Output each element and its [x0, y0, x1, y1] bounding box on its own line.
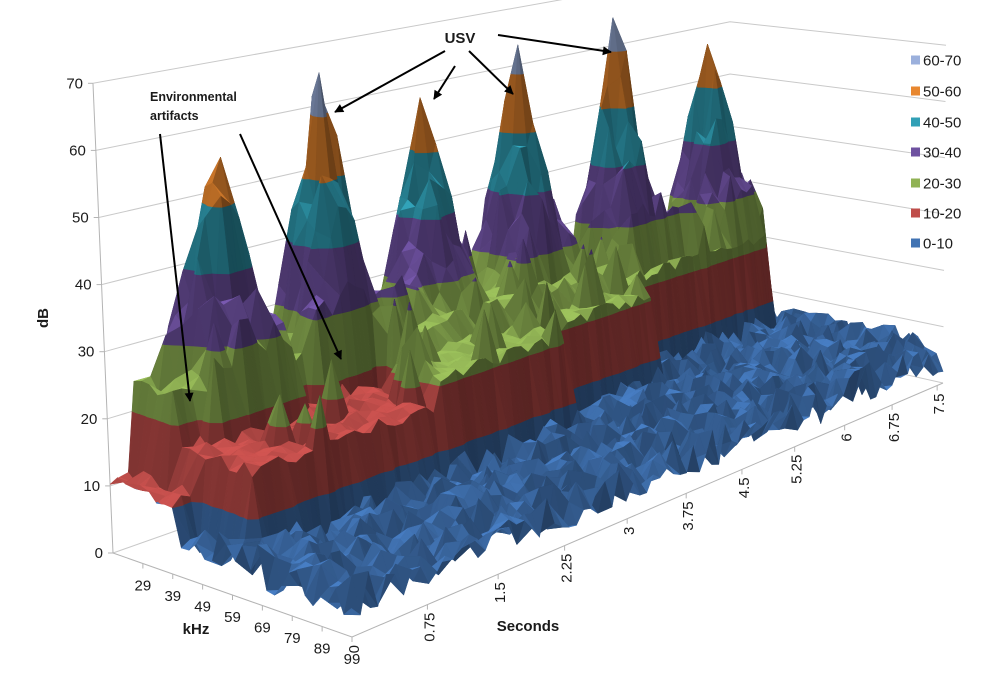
surface-facet [420, 209, 425, 220]
surface-facet [609, 17, 618, 52]
surface-facet [602, 210, 610, 229]
surface-facet [582, 244, 585, 250]
surface-facet [635, 140, 645, 167]
surface-facet [433, 143, 438, 153]
surface-facet [688, 178, 697, 200]
surface-facet [499, 190, 502, 196]
surface-facet [590, 221, 593, 228]
surface-facet [479, 250, 481, 252]
surface-facet [632, 295, 639, 308]
surface-facet [501, 100, 511, 134]
z-axis-line [92, 83, 114, 554]
gridline [95, 21, 947, 151]
surface-facet [698, 194, 706, 205]
surface-facet [600, 237, 603, 240]
surface-facet [516, 44, 521, 75]
surface-facet [386, 278, 390, 283]
surface-facet [508, 260, 512, 268]
surface-facet [414, 97, 428, 154]
surface-facet [215, 273, 233, 304]
surface-facet [710, 143, 712, 147]
surface-facet [736, 189, 743, 200]
surface-facet [725, 176, 734, 203]
surface-facet [512, 132, 528, 148]
surface-facet [524, 180, 530, 196]
surface-facet [618, 77, 627, 109]
surface-facet [712, 69, 718, 89]
surface-facet [604, 128, 616, 168]
surface-facet [538, 174, 545, 193]
surface-facet [520, 238, 527, 264]
surface-facet [601, 107, 603, 110]
surface-plot [109, 17, 944, 616]
gridline [92, 0, 563, 84]
surface-facet [623, 160, 631, 170]
surface-facet [707, 192, 715, 205]
surface-facet [689, 202, 693, 214]
surface-facet [589, 249, 593, 255]
surface-facet [629, 214, 633, 228]
surface-facet [581, 202, 588, 224]
surface-facet [530, 123, 535, 133]
surface-facet [399, 210, 403, 218]
axes [87, 82, 944, 642]
surface-facet [563, 233, 572, 247]
